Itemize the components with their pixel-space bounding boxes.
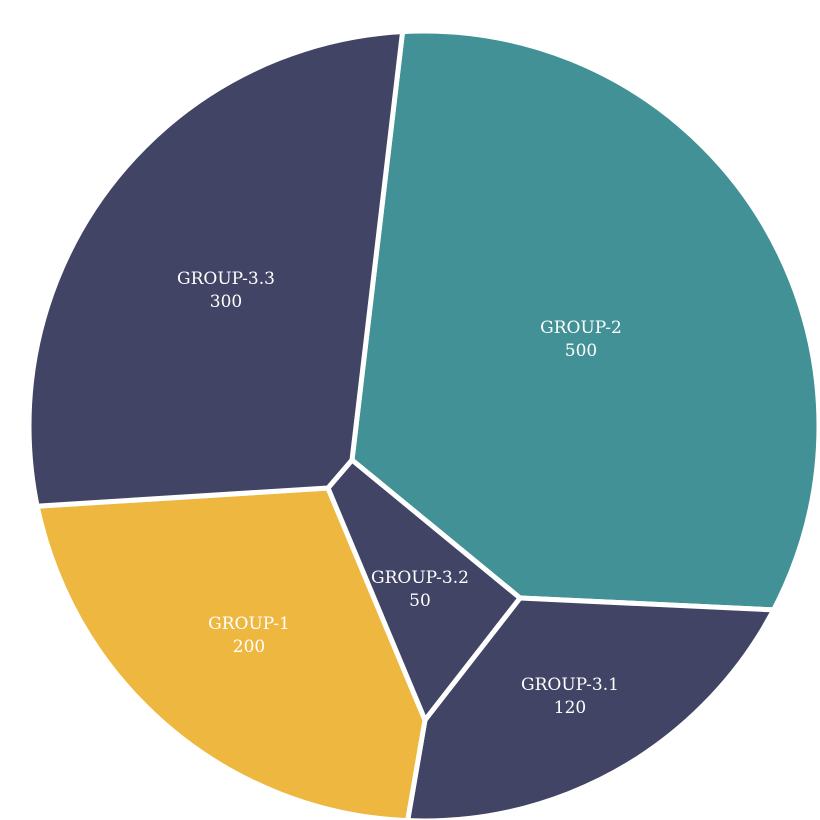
cell-name-label: GROUP-3.3 <box>177 269 275 289</box>
chart-outline <box>28 30 820 820</box>
cell-value-label: 200 <box>233 637 265 657</box>
cell-group-3-3 <box>30 32 423 511</box>
cell-value-label: 300 <box>210 292 242 312</box>
cell-name-label: GROUP-1 <box>208 614 290 634</box>
cell-value-label: 120 <box>554 698 586 718</box>
cell-name-label: GROUP-2 <box>540 318 622 338</box>
cell-name-label: GROUP-3.1 <box>521 675 619 695</box>
cell-name-label: GROUP-3.2 <box>371 568 469 588</box>
cell-value-label: 50 <box>409 591 431 611</box>
cell-value-label: 500 <box>565 341 597 361</box>
